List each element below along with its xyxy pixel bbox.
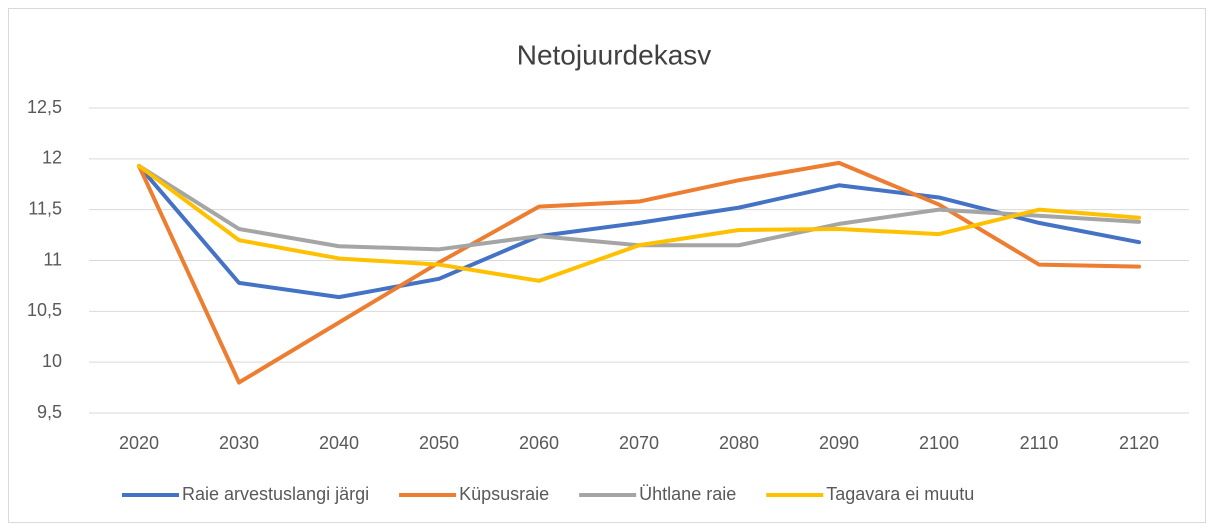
x-tick-label: 2090 [819,433,859,453]
y-tick-label: 12 [42,148,62,168]
x-tick-label: 2120 [1119,433,1159,453]
chart-border [8,8,1206,523]
x-tick-label: 2060 [519,433,559,453]
y-tick-label: 12,5 [27,97,62,117]
x-tick-label: 2050 [419,433,459,453]
series-line [137,163,1141,283]
x-tick-label: 2100 [919,433,959,453]
y-tick-label: 9,5 [37,402,62,422]
x-tick-label: 2020 [119,433,159,453]
x-tick-label: 2080 [719,433,759,453]
chart-title: Netojuurdekasv [517,39,712,70]
y-tick-label: 11,5 [28,198,62,218]
x-tick-label: 2030 [219,433,259,453]
y-tick-label: 10 [42,351,62,371]
legend-label: Küpsusraie [459,484,549,504]
y-tick-label: 11 [43,249,62,269]
y-tick-label: 10,5 [27,300,62,320]
x-tick-label: 2040 [319,433,359,453]
x-tick-label: 2070 [619,433,659,453]
x-tick-label: 2110 [1020,433,1059,453]
legend-label: Tagavara ei muutu [826,484,974,504]
legend-label: Ühtlane raie [639,484,736,504]
legend-label: Raie arvestuslangi järgi [182,484,369,504]
series-line [137,163,1141,300]
